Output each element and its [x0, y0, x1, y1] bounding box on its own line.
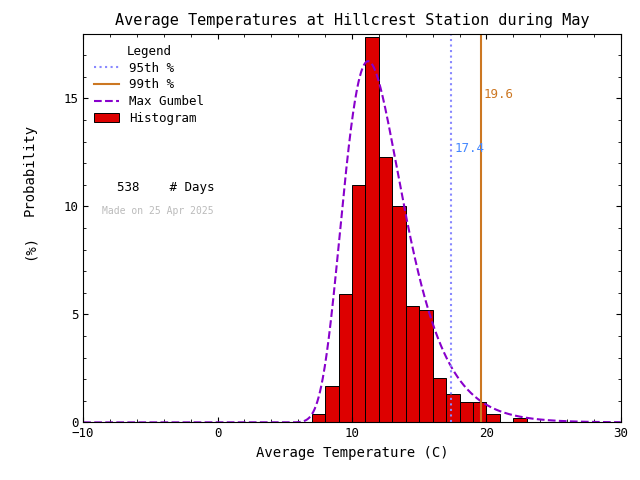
Bar — [486, 414, 500, 422]
Text: 19.6: 19.6 — [484, 88, 514, 101]
Bar — [446, 395, 460, 422]
Text: Made on 25 Apr 2025: Made on 25 Apr 2025 — [102, 206, 214, 216]
Legend: 95th %, 99th %, Max Gumbel, Histogram: 95th %, 99th %, Max Gumbel, Histogram — [90, 40, 209, 130]
Text: (%): (%) — [22, 235, 36, 260]
Title: Average Temperatures at Hillcrest Station during May: Average Temperatures at Hillcrest Statio… — [115, 13, 589, 28]
X-axis label: Average Temperature (C): Average Temperature (C) — [256, 446, 448, 460]
Text: Probability: Probability — [22, 124, 36, 216]
Bar — [352, 185, 365, 422]
Bar — [406, 306, 419, 422]
Text: 17.4: 17.4 — [454, 143, 484, 156]
Bar — [365, 37, 379, 422]
Bar — [433, 378, 446, 422]
Bar — [460, 402, 473, 422]
Bar — [312, 414, 325, 422]
Bar — [392, 205, 406, 422]
Bar — [419, 310, 433, 422]
Bar — [513, 418, 527, 422]
Bar — [379, 157, 392, 422]
Bar — [325, 386, 339, 422]
Bar — [473, 402, 486, 422]
Bar — [339, 294, 352, 422]
Text: 538    # Days: 538 # Days — [102, 181, 214, 194]
